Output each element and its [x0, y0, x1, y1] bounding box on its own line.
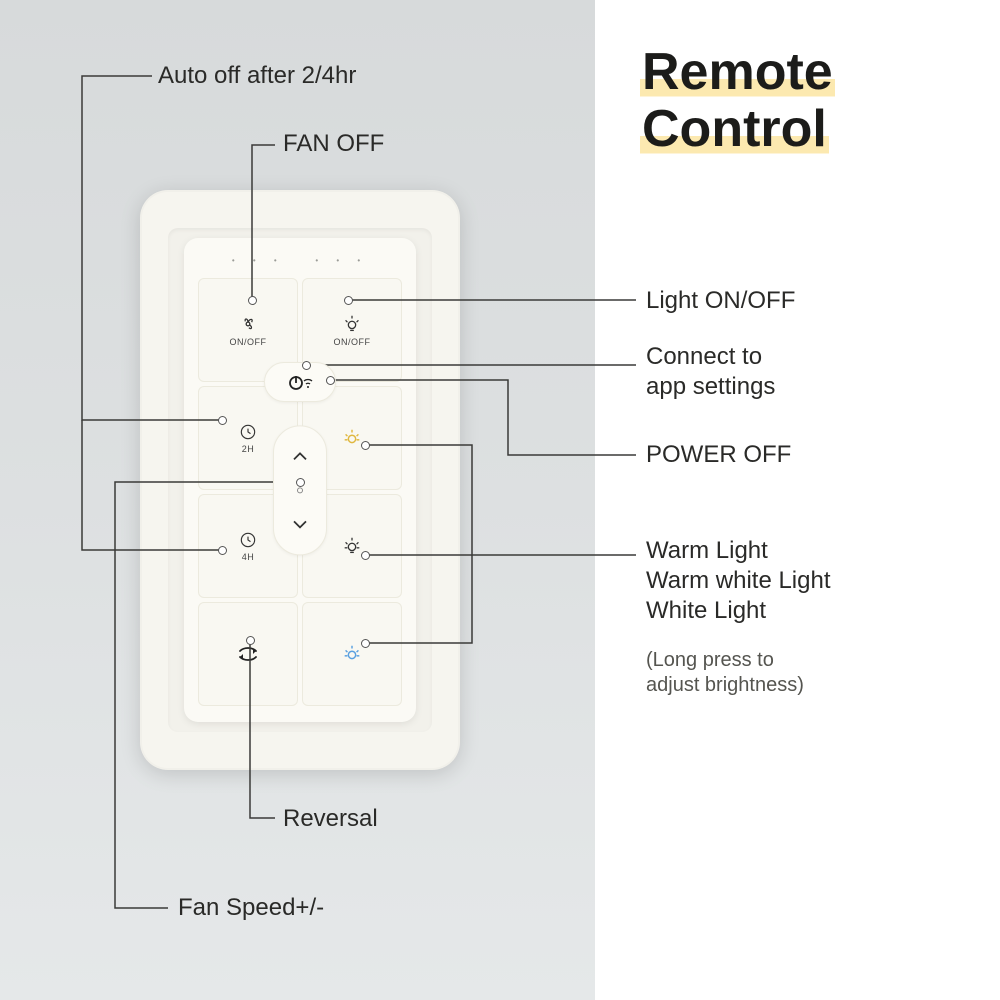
label-long-press-l2: adjust brightness) [646, 674, 804, 696]
white-light-button[interactable] [302, 602, 402, 706]
callout-marker-power [326, 376, 335, 385]
reverse-icon [236, 645, 260, 663]
label-connect-app-l1: Connect to [646, 343, 762, 370]
label-connect-app: Connect to app settings [646, 342, 775, 402]
clock-icon [238, 422, 258, 442]
bulb-blue-icon [341, 643, 363, 665]
pill-dot [297, 487, 303, 493]
timer-2h-label: 2H [242, 444, 255, 454]
label-light-mode-1: Warm Light [646, 537, 768, 564]
callout-marker-fan_onoff [248, 296, 257, 305]
label-long-press: (Long press to adjust brightness) [646, 648, 804, 698]
callout-marker-light_blue [361, 639, 370, 648]
label-fan-off: FAN OFF [283, 130, 384, 158]
label-fan-speed: Fan Speed+/- [178, 894, 324, 922]
label-light-onoff: Light ON/OFF [646, 286, 795, 316]
power-button[interactable] [264, 362, 336, 402]
reversal-button[interactable] [198, 602, 298, 706]
bulb-icon [341, 535, 363, 557]
label-long-press-l1: (Long press to [646, 649, 774, 671]
callout-marker-connect [302, 361, 311, 370]
label-connect-app-l2: app settings [646, 373, 775, 400]
callout-marker-timer_4h [218, 546, 227, 555]
callout-marker-timer_2h [218, 416, 227, 425]
chevron-up-icon [291, 451, 309, 463]
title-line-2: Control [640, 100, 829, 158]
callout-marker-light_yellow [361, 441, 370, 450]
bulb-yellow-icon [341, 427, 363, 449]
callout-marker-reversal [246, 636, 255, 645]
label-reversal: Reversal [283, 805, 378, 833]
page-title: Remote Control [640, 44, 835, 158]
callout-marker-light_warm [361, 551, 370, 560]
light-onoff-label: ON/OFF [334, 337, 371, 347]
label-light-mode-2: Warm white Light [646, 567, 831, 594]
fan-icon [237, 313, 259, 335]
title-line-1: Remote [640, 43, 835, 101]
power-wifi-icon [285, 371, 315, 393]
clock-icon [238, 530, 258, 550]
indicator-dots: • • • • • • [184, 256, 416, 265]
label-auto-off: Auto off after 2/4hr [158, 62, 356, 90]
label-light-modes: Warm Light Warm white Light White Light [646, 536, 831, 626]
speed-pill[interactable] [273, 425, 327, 555]
fan-onoff-label: ON/OFF [230, 337, 267, 347]
label-power-off: POWER OFF [646, 440, 791, 470]
callout-marker-up [296, 478, 305, 487]
callout-marker-light_onoff [344, 296, 353, 305]
label-light-mode-3: White Light [646, 597, 766, 624]
bulb-icon [341, 313, 363, 335]
timer-4h-label: 4H [242, 552, 255, 562]
chevron-down-icon [291, 518, 309, 530]
